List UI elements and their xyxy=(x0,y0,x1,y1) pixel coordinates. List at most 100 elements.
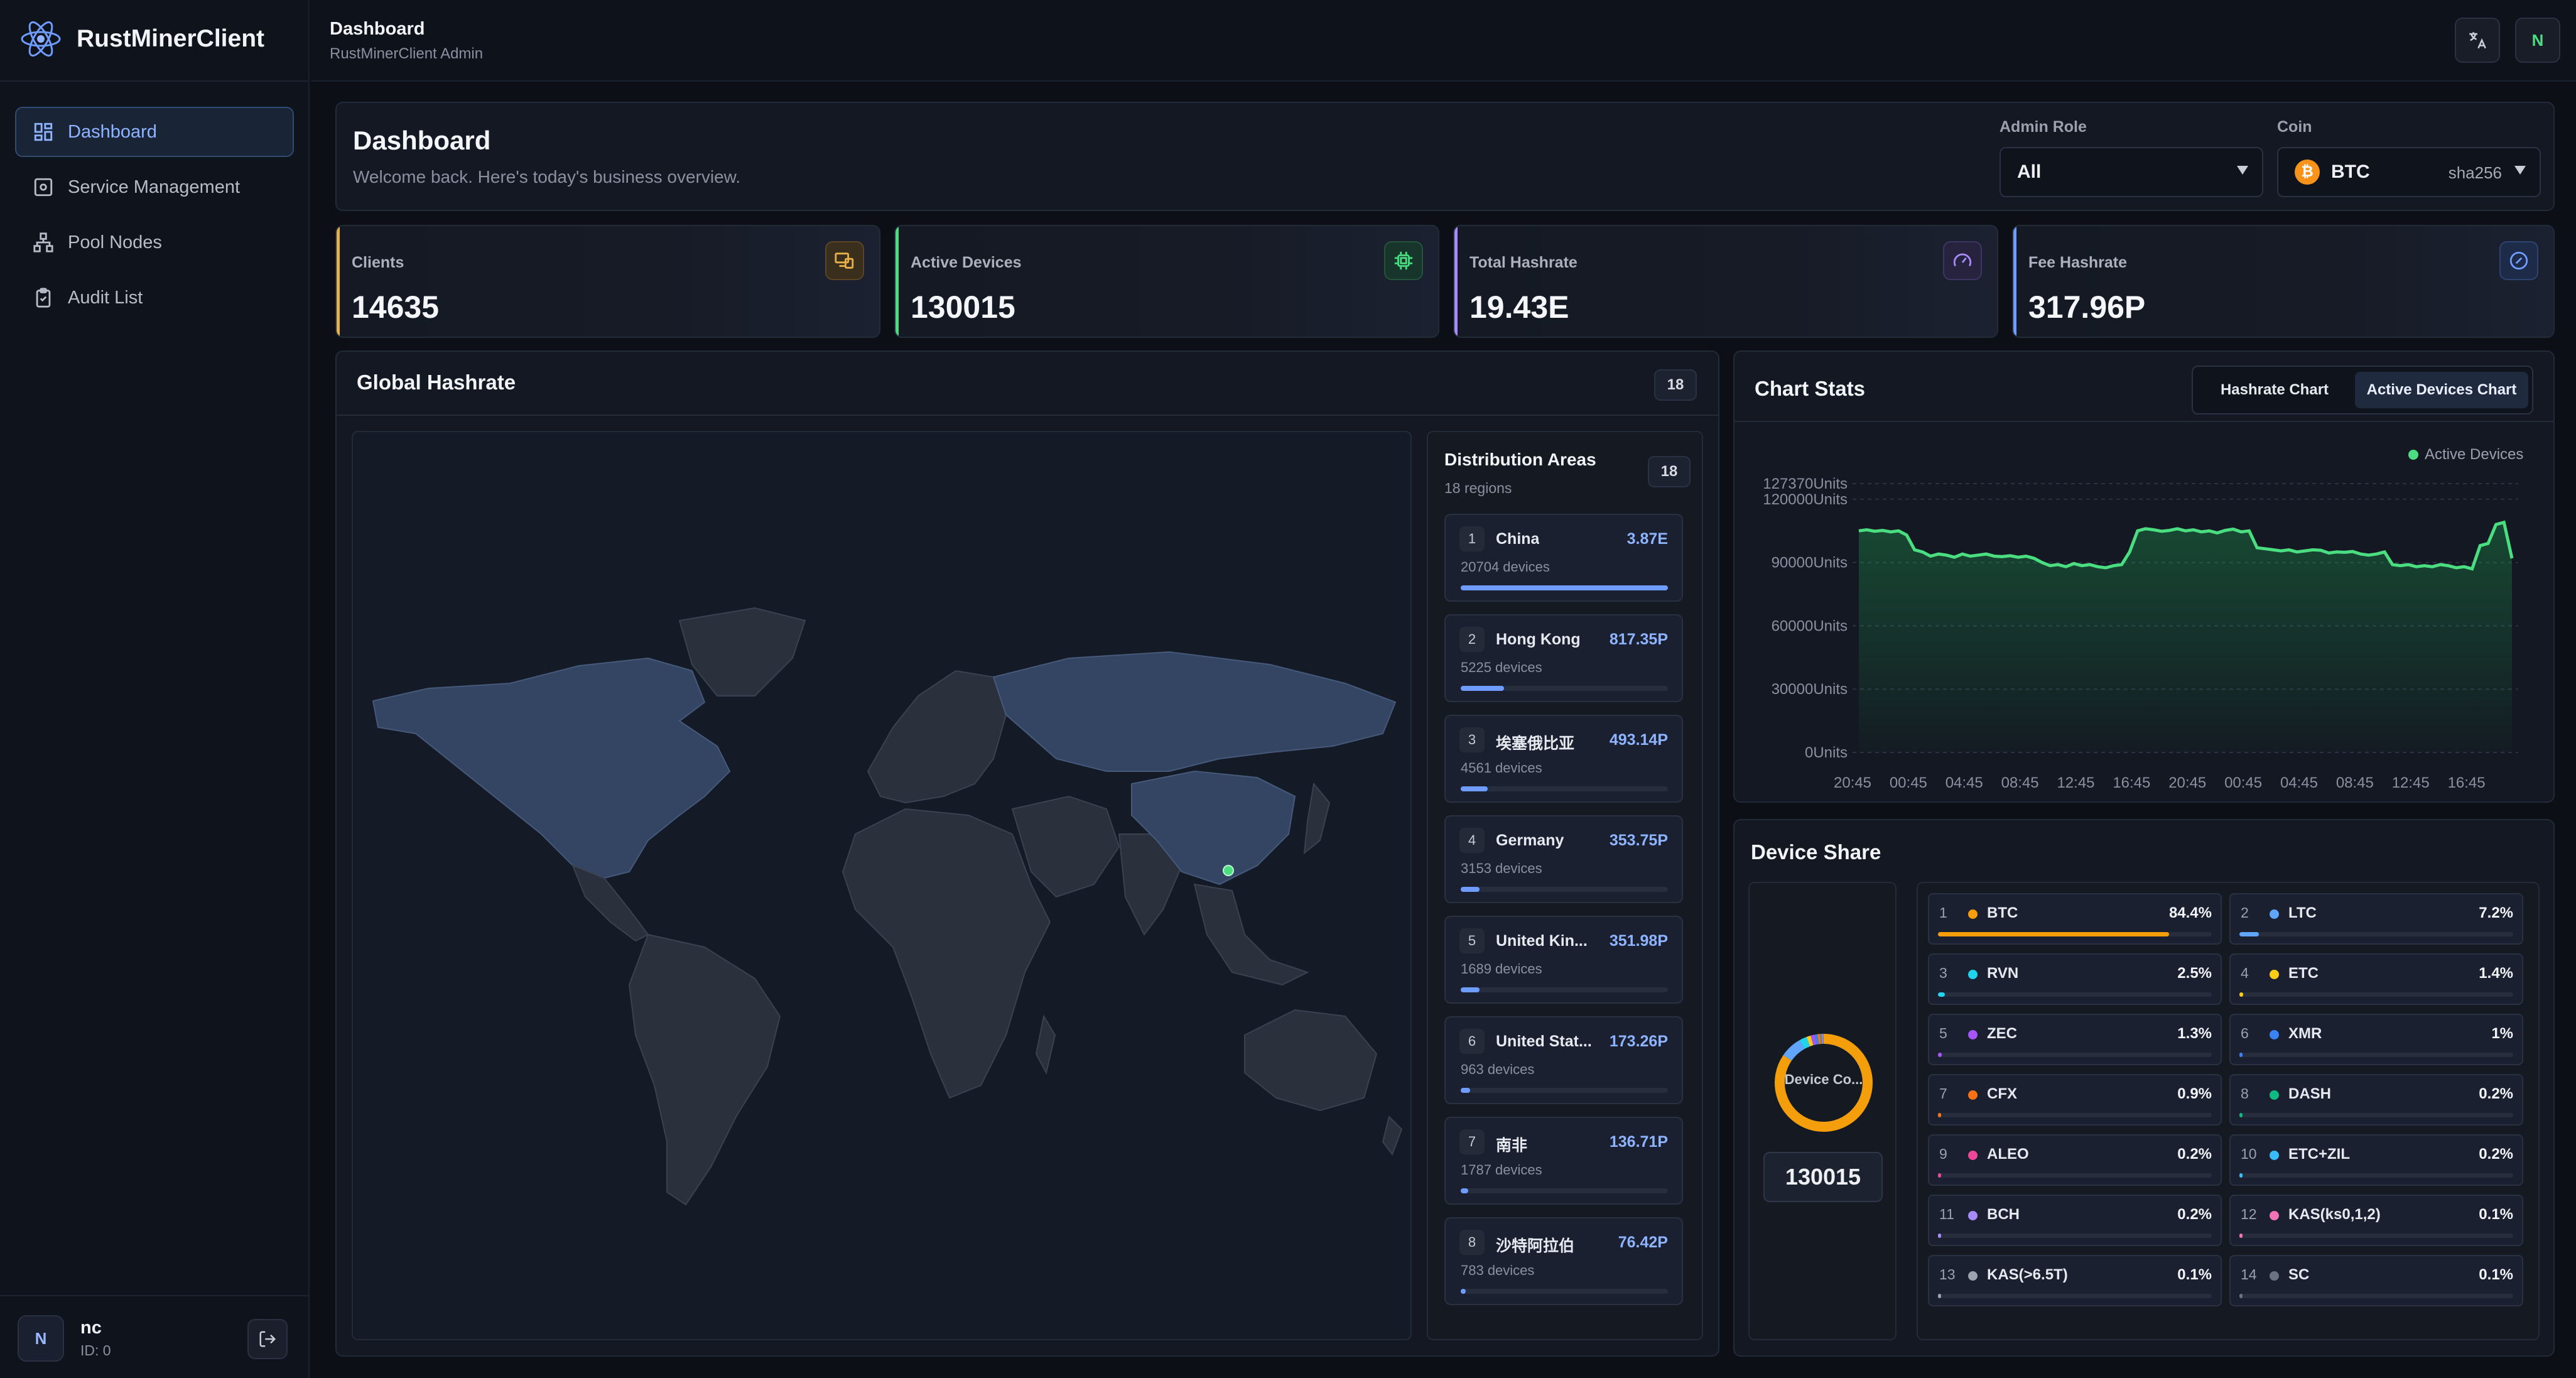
x-tick-label: 08:45 xyxy=(2001,774,2039,791)
coin-name: XMR xyxy=(2288,1025,2322,1042)
sidebar-item-audit-list[interactable]: Audit List xyxy=(15,273,294,323)
coin-percent: 0.1% xyxy=(2479,1266,2513,1283)
sidebar-item-service-management[interactable]: Service Management xyxy=(15,162,294,212)
brand-name: RustMinerClient xyxy=(77,25,265,52)
coin-share-item[interactable]: 7 CFX 0.9% xyxy=(1928,1074,2222,1126)
region-devices: 963 devices xyxy=(1461,1061,1535,1077)
x-tick-label: 00:45 xyxy=(1890,774,1927,791)
translate-icon xyxy=(2469,32,2486,49)
x-tick-label: 04:45 xyxy=(2280,774,2318,791)
region-progress-fill xyxy=(1461,1289,1466,1294)
coin-share-item[interactable]: 6 XMR 1% xyxy=(2229,1014,2523,1065)
stat-card-total-hashrate: Total Hashrate 19.43E xyxy=(1453,225,1998,338)
sidebar: RustMinerClient Dashboard Service Manage… xyxy=(0,0,310,1378)
coin-color-dot xyxy=(2270,1090,2279,1100)
region-rank: 1 xyxy=(1459,526,1485,551)
admin-role-select[interactable]: All xyxy=(2000,147,2263,197)
coin-progress xyxy=(2239,932,2513,936)
region-item[interactable]: 2 Hong Kong 817.35P 5225 devices xyxy=(1444,614,1683,702)
region-rank: 2 xyxy=(1459,627,1485,652)
series-line-active-devices[interactable] xyxy=(1858,520,2514,571)
coin-share-item[interactable]: 3 RVN 2.5% xyxy=(1928,953,2222,1005)
sidebar-divider xyxy=(0,1295,310,1296)
region-progress-fill xyxy=(1461,1088,1470,1093)
stat-accent xyxy=(337,226,340,337)
region-item[interactable]: 4 Germany 353.75P 3153 devices xyxy=(1444,815,1683,903)
map-japan xyxy=(1303,782,1331,855)
coin-rank: 4 xyxy=(2241,965,2249,981)
coin-share-item[interactable]: 1 BTC 84.4% xyxy=(1928,893,2222,945)
brand[interactable]: RustMinerClient xyxy=(19,16,264,62)
stat-accent xyxy=(1454,226,1458,337)
region-item[interactable]: 1 China 3.87E 20704 devices xyxy=(1444,514,1683,602)
logout-button[interactable] xyxy=(247,1319,288,1359)
chart-stats-title: Chart Stats xyxy=(1755,377,1866,400)
coin-progress xyxy=(1938,1113,2212,1117)
coin-progress-fill xyxy=(1938,1113,1941,1117)
coin-share-item[interactable]: 5 ZEC 1.3% xyxy=(1928,1014,2222,1065)
region-progress-fill xyxy=(1461,1188,1468,1193)
sidebar-item-dashboard[interactable]: Dashboard xyxy=(15,107,294,157)
sidebar-divider xyxy=(0,80,310,82)
coin-name: BTC xyxy=(1987,904,2018,921)
world-map[interactable] xyxy=(352,431,1412,1340)
chart-tabs: Hashrate Chart Active Devices Chart xyxy=(2192,366,2533,415)
bitcoin-icon: ₿ xyxy=(2295,160,2320,185)
region-name: United Stat... xyxy=(1496,1033,1592,1050)
map-europe xyxy=(867,670,1007,804)
user-avatar-button[interactable]: N xyxy=(2515,18,2560,63)
active-devices-chart[interactable]: 0Units 30000Units 60000Units 90000Units 1200… xyxy=(1733,465,2550,798)
sidebar-item-label: Pool Nodes xyxy=(68,232,162,252)
y-tick-label: 0Units xyxy=(1805,744,1848,761)
coin-color-dot xyxy=(1968,1090,1978,1100)
coin-share-item[interactable]: 8 DASH 0.2% xyxy=(2229,1074,2523,1126)
donut-slice-rvn[interactable] xyxy=(1799,1036,1810,1050)
sidebar-item-label: Audit List xyxy=(68,287,143,308)
coin-progress-fill xyxy=(1938,1173,1941,1178)
region-hashrate: 493.14P xyxy=(1609,731,1668,749)
donut-slice-etc[interactable] xyxy=(1806,1035,1814,1046)
coin-select[interactable]: ₿ BTC sha256 xyxy=(2277,147,2541,197)
coin-share-item[interactable]: 10 ETC+ZIL 0.2% xyxy=(2229,1134,2523,1186)
language-button[interactable] xyxy=(2455,18,2500,63)
fee-gauge-icon xyxy=(2499,241,2538,280)
coin-name: KAS(>6.5T) xyxy=(1987,1266,2068,1283)
map-marker-hong-kong xyxy=(1223,865,1234,876)
coin-color-dot xyxy=(1968,1211,1978,1220)
region-item[interactable]: 5 United Kin... 351.98P 1689 devices xyxy=(1444,916,1683,1004)
tab-hashrate-chart[interactable]: Hashrate Chart xyxy=(2220,381,2329,398)
stat-value: 130015 xyxy=(911,290,1015,325)
coin-progress xyxy=(1938,1234,2212,1238)
tab-active-devices-chart[interactable]: Active Devices Chart xyxy=(2355,372,2528,408)
region-item[interactable]: 8 沙特阿拉伯 76.42P 783 devices xyxy=(1444,1217,1683,1305)
region-progress xyxy=(1461,987,1668,992)
stat-label: Total Hashrate xyxy=(1469,254,1578,271)
map-greenland xyxy=(678,607,806,697)
coin-share-item[interactable]: 9 ALEO 0.2% xyxy=(1928,1134,2222,1186)
sidebar-item-pool-nodes[interactable]: Pool Nodes xyxy=(15,217,294,268)
coin-color-dot xyxy=(2270,1211,2279,1220)
map-africa xyxy=(842,808,1051,1099)
donut-slice-btc[interactable] xyxy=(1775,1034,1873,1132)
region-item[interactable]: 7 南非 136.71P 1787 devices xyxy=(1444,1117,1683,1205)
region-item[interactable]: 3 埃塞俄比亚 493.14P 4561 devices xyxy=(1444,715,1683,803)
coin-share-item[interactable]: 14 SC 0.1% xyxy=(2229,1255,2523,1306)
coin-share-item[interactable]: 4 ETC 1.4% xyxy=(2229,953,2523,1005)
region-rank: 5 xyxy=(1459,928,1485,953)
coin-share-item[interactable]: 2 LTC 7.2% xyxy=(2229,893,2523,945)
map-south-america xyxy=(628,933,781,1206)
device-share-donut[interactable] xyxy=(1768,1028,1879,1138)
donut-slice-xmr[interactable] xyxy=(1814,1034,1819,1045)
coin-color-dot xyxy=(1968,1151,1978,1160)
coin-progress-fill xyxy=(1938,1234,1941,1238)
donut-slice-zec[interactable] xyxy=(1810,1034,1817,1046)
region-item[interactable]: 6 United Stat... 173.26P 963 devices xyxy=(1444,1016,1683,1104)
coin-name: ETC+ZIL xyxy=(2288,1146,2351,1163)
region-rank: 3 xyxy=(1459,727,1485,752)
coin-share-item[interactable]: 13 KAS(>6.5T) 0.1% xyxy=(1928,1255,2222,1306)
pool-nodes-icon xyxy=(33,232,53,252)
region-devices: 4561 devices xyxy=(1461,760,1542,776)
coin-share-item[interactable]: 12 KAS(ks0,1,2) 0.1% xyxy=(2229,1195,2523,1246)
coin-share-item[interactable]: 11 BCH 0.2% xyxy=(1928,1195,2222,1246)
donut-slice-ltc[interactable] xyxy=(1783,1040,1805,1061)
